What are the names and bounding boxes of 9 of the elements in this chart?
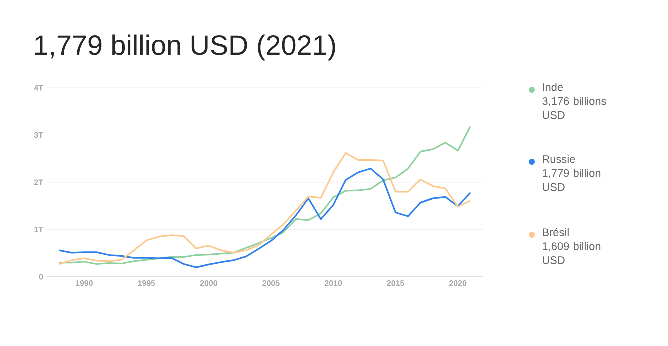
line-series	[58, 168, 472, 268]
legend-label: Russie	[543, 155, 576, 164]
chart-title: 1,779 billion USD (2021)	[35, 34, 336, 61]
text: 1,779 billion USD	[543, 169, 601, 192]
text: 3,176 billions USD	[542, 97, 606, 120]
text: 1,609 billion USD	[543, 242, 601, 264]
line-series	[58, 152, 472, 266]
legend-label: Brésil	[543, 228, 569, 236]
legend-label: Inde	[543, 83, 564, 92]
